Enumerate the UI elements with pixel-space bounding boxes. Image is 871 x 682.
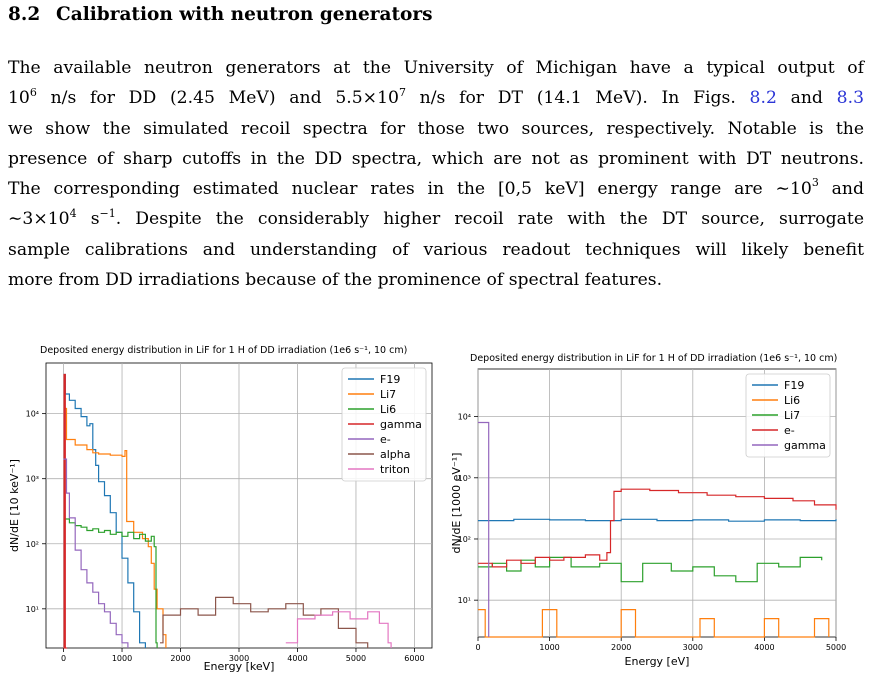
figure-dd-kev: Deposited energy distribution in LiF for… — [0, 340, 448, 682]
x-axis-label: Energy [keV] — [204, 660, 275, 673]
chart-dd-kev: Deposited energy distribution in LiF for… — [8, 345, 433, 673]
legend-box — [745, 373, 831, 458]
x-tick-label: 0 — [61, 654, 66, 663]
figure-link[interactable]: 8.3 — [836, 88, 865, 109]
x-tick-label: 1000 — [539, 643, 559, 652]
x-tick-label: 3000 — [229, 654, 249, 663]
y-tick-label: 10⁴ — [458, 413, 471, 422]
series-line-f19 — [63, 373, 146, 648]
legend-entry: Li6 — [784, 394, 800, 407]
chart-title: Deposited energy distribution in LiF for… — [40, 345, 407, 356]
paragraph-line: The available neutron generators at the … — [8, 58, 864, 78]
legend-entry: gamma — [380, 418, 422, 431]
paragraph-line: presence of sharp cutoffs in the DD spec… — [8, 148, 864, 169]
series-line-triton — [285, 611, 392, 648]
legend-entry: F19 — [784, 379, 804, 392]
section-number: 8.2 — [8, 4, 41, 25]
series-line-alpha — [160, 596, 369, 648]
x-tick-label: 3000 — [683, 643, 703, 652]
paragraph-line: The corresponding estimated nuclear rate… — [8, 176, 864, 200]
y-axis-label: dN/dE [10 keV⁻¹] — [8, 459, 21, 552]
series-line-gamma — [63, 373, 68, 649]
paragraph-line: 106 n/s for DD (2.45 MeV) and 5.5×107 n/… — [8, 85, 865, 109]
series-line-e- — [63, 458, 129, 648]
figure-link[interactable]: 8.2 — [749, 88, 777, 109]
x-tick-label: 2000 — [611, 643, 631, 652]
x-tick-label: 5000 — [346, 654, 366, 663]
x-axis-label: Energy [eV] — [625, 655, 690, 668]
y-tick-label: 10⁴ — [26, 410, 39, 419]
legend-entry: gamma — [784, 439, 826, 452]
legend-entry: e- — [380, 433, 391, 446]
y-tick-label: 10¹ — [26, 605, 39, 614]
x-tick-label: 5000 — [826, 643, 846, 652]
legend-box — [341, 367, 427, 482]
paragraph-line: we show the simulated recoil spectra for… — [8, 118, 864, 139]
body-paragraph: The available neutron generators at the … — [8, 53, 864, 295]
x-tick-label: 0 — [475, 643, 480, 652]
figure-dd-ev: Deposited energy distribution in LiF for… — [448, 340, 871, 682]
paragraph-line: sample calibrations and understanding of… — [8, 239, 864, 260]
series-line-e- — [478, 488, 837, 568]
legend-entry: e- — [784, 424, 795, 437]
section-title: Calibration with neutron generators — [56, 4, 433, 25]
series-line-li6 — [478, 609, 830, 638]
x-tick-label: 4000 — [287, 654, 307, 663]
legend-entry: Li7 — [380, 388, 396, 401]
y-tick-label: 10² — [458, 535, 471, 544]
legend-entry: F19 — [380, 373, 400, 386]
paragraph-line: ∼3×104 s−1. Despite the considerably hig… — [8, 206, 864, 230]
y-tick-label: 10¹ — [458, 596, 471, 605]
x-tick-label: 4000 — [754, 643, 774, 652]
legend-entry: alpha — [380, 448, 411, 461]
legend-entry: Li7 — [784, 409, 800, 422]
y-tick-label: 10² — [26, 540, 39, 549]
y-axis-label: dN/dE [1000 eV⁻¹] — [450, 453, 463, 554]
legend-entry: triton — [380, 463, 410, 476]
chart-dd-ev: Deposited energy distribution in LiF for… — [450, 353, 846, 668]
legend-entry: Li6 — [380, 403, 396, 416]
section-heading: 8.2 Calibration with neutron generators — [8, 4, 433, 25]
x-tick-label: 6000 — [404, 654, 424, 663]
x-tick-label: 2000 — [170, 654, 190, 663]
series-line-li6 — [63, 518, 158, 648]
y-tick-label: 10³ — [458, 474, 471, 483]
chart-title: Deposited energy distribution in LiF for… — [470, 353, 837, 364]
paragraph-line: more from DD irradiations because of the… — [8, 270, 663, 291]
y-tick-label: 10³ — [26, 475, 39, 484]
series-line-f19 — [478, 518, 837, 522]
series-line-gamma — [478, 421, 490, 637]
series-line-li7 — [63, 407, 167, 648]
x-tick-label: 1000 — [112, 654, 132, 663]
